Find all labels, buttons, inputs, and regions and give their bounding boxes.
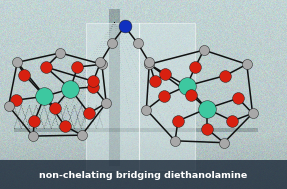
Point (222, 141, 226, 144)
Text: non-chelating bridging diethanolamine: non-chelating bridging diethanolamine (39, 170, 248, 180)
Point (204, 127, 209, 130)
Point (204, 107, 209, 110)
Point (147, 63, 152, 66)
Point (147, 61, 152, 64)
Bar (86, 23, 195, 170)
Point (176, 119, 180, 122)
Bar (0, 160, 287, 189)
Point (245, 63, 249, 66)
Point (91, 85, 96, 88)
Point (15, 61, 20, 64)
Point (163, 72, 167, 75)
Point (223, 74, 228, 77)
Point (58, 51, 63, 54)
Point (100, 63, 104, 66)
Point (62, 124, 67, 127)
Point (42, 95, 47, 98)
Point (52, 106, 57, 109)
Point (79, 134, 84, 137)
Point (104, 101, 108, 105)
Point (161, 95, 166, 98)
Point (32, 119, 37, 122)
Point (22, 73, 27, 76)
Point (230, 119, 235, 122)
Point (201, 49, 206, 52)
Point (68, 87, 73, 90)
Point (6, 104, 11, 107)
Point (44, 66, 48, 69)
Point (135, 42, 140, 45)
Point (236, 97, 241, 100)
Point (98, 61, 103, 64)
Point (189, 93, 193, 96)
Point (144, 108, 149, 111)
Point (31, 135, 35, 138)
Point (13, 99, 18, 102)
Point (87, 112, 91, 115)
Point (123, 25, 127, 28)
Point (110, 42, 114, 45)
Point (193, 66, 197, 69)
Point (184, 84, 189, 88)
Point (153, 80, 157, 83)
Point (75, 66, 80, 69)
Point (173, 139, 177, 142)
Point (250, 112, 255, 115)
Point (91, 80, 96, 83)
